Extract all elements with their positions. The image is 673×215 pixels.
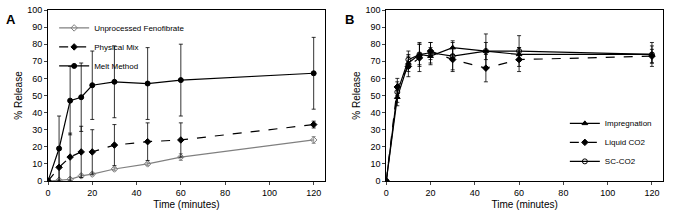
svg-text:Unprocessed Fenofibrate: Unprocessed Fenofibrate [94,24,184,33]
svg-text:30: 30 [32,125,42,135]
svg-text:70: 70 [32,56,42,66]
svg-text:Time (minutes): Time (minutes) [153,199,219,210]
svg-text:100: 100 [262,188,277,198]
svg-text:80: 80 [558,188,568,198]
svg-text:20: 20 [32,142,42,152]
svg-text:50: 50 [32,91,42,101]
svg-text:120: 120 [644,188,659,198]
svg-text:A: A [6,12,16,27]
svg-text:% Release: % Release [351,71,362,120]
svg-text:100: 100 [27,5,42,15]
svg-text:20: 20 [426,188,436,198]
svg-text:Time (minutes): Time (minutes) [491,199,557,210]
svg-text:90: 90 [32,22,42,32]
svg-text:0: 0 [37,176,42,186]
svg-text:20: 20 [370,142,380,152]
svg-text:60: 60 [32,74,42,84]
svg-text:Impregnation: Impregnation [605,119,652,128]
svg-text:100: 100 [600,188,615,198]
svg-text:10: 10 [370,159,380,169]
svg-text:B: B [345,12,354,27]
svg-text:70: 70 [370,56,380,66]
svg-text:% Release: % Release [13,71,24,120]
svg-text:60: 60 [176,188,186,198]
svg-text:40: 40 [32,108,42,118]
svg-text:80: 80 [220,188,230,198]
svg-text:80: 80 [370,39,380,49]
svg-text:50: 50 [370,91,380,101]
svg-text:0: 0 [384,188,389,198]
svg-text:60: 60 [370,74,380,84]
svg-text:0: 0 [375,176,380,186]
svg-text:SC-CO2: SC-CO2 [605,157,636,166]
svg-text:100: 100 [365,5,380,15]
svg-text:60: 60 [514,188,524,198]
svg-text:30: 30 [370,125,380,135]
svg-text:40: 40 [370,108,380,118]
svg-text:Melt Method: Melt Method [94,62,138,71]
svg-text:40: 40 [132,188,142,198]
svg-text:20: 20 [87,188,97,198]
svg-text:40: 40 [470,188,480,198]
svg-text:Physical Mix: Physical Mix [94,43,138,52]
svg-text:Liquid CO2: Liquid CO2 [605,138,646,147]
svg-text:80: 80 [32,39,42,49]
svg-text:10: 10 [32,159,42,169]
svg-text:90: 90 [370,22,380,32]
svg-text:0: 0 [45,188,50,198]
svg-text:120: 120 [306,188,321,198]
